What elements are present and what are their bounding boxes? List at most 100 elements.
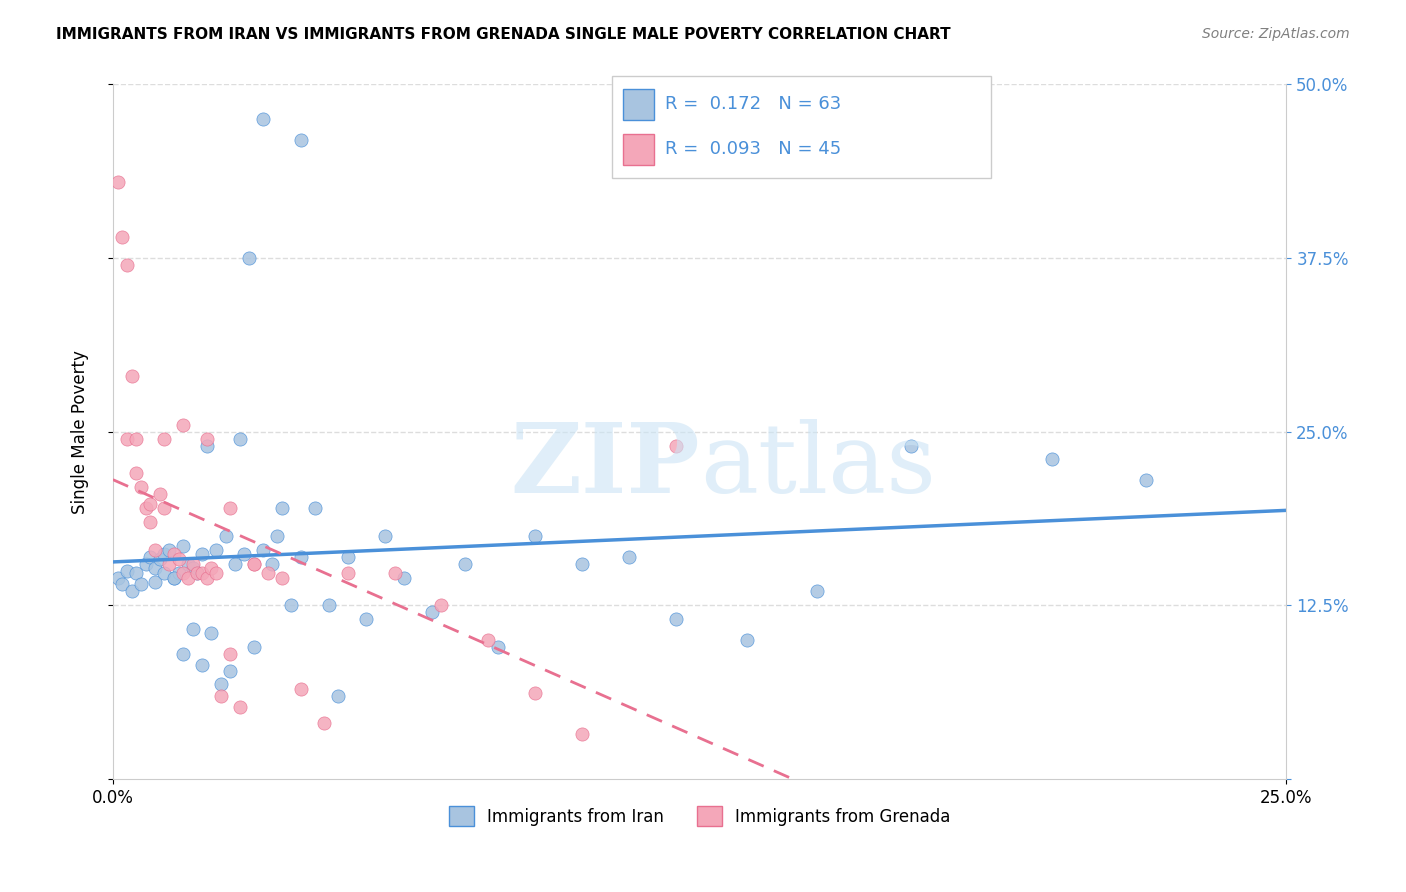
Point <box>290 681 312 696</box>
Point <box>181 557 204 571</box>
Point <box>181 561 204 575</box>
Point <box>314 716 336 731</box>
Point <box>209 689 232 703</box>
Point <box>157 557 180 571</box>
Point <box>121 369 143 384</box>
Point <box>167 552 190 566</box>
Point <box>477 633 499 648</box>
Point <box>149 487 172 501</box>
Text: Source: ZipAtlas.com: Source: ZipAtlas.com <box>1202 27 1350 41</box>
Point <box>121 584 143 599</box>
Point <box>262 557 284 571</box>
Point <box>195 439 218 453</box>
Point <box>571 727 593 741</box>
Point <box>177 557 200 571</box>
Point <box>356 612 378 626</box>
Point <box>135 557 157 571</box>
Point <box>270 501 292 516</box>
Point <box>242 557 264 571</box>
Point <box>806 584 828 599</box>
Point <box>125 432 148 446</box>
Point <box>420 605 443 619</box>
Point <box>304 501 326 516</box>
Point <box>115 432 138 446</box>
Point <box>336 549 359 564</box>
Point <box>252 112 274 127</box>
Point <box>252 542 274 557</box>
Point <box>392 570 415 584</box>
Point <box>111 577 134 591</box>
Point <box>153 501 176 516</box>
Text: R =  0.172   N = 63: R = 0.172 N = 63 <box>665 95 841 113</box>
Point <box>571 557 593 571</box>
Text: atlas: atlas <box>700 419 935 514</box>
Point <box>172 539 194 553</box>
Point <box>186 566 208 581</box>
Point <box>318 599 340 613</box>
Point <box>172 647 194 661</box>
Point <box>200 561 222 575</box>
Point <box>238 251 260 265</box>
Point <box>149 552 172 566</box>
Point <box>163 570 186 584</box>
Point <box>125 467 148 481</box>
Point <box>111 230 134 244</box>
Point <box>153 566 176 581</box>
Point <box>172 566 194 581</box>
Point <box>129 480 152 494</box>
Point <box>665 439 688 453</box>
Text: IMMIGRANTS FROM IRAN VS IMMIGRANTS FROM GRENADA SINGLE MALE POVERTY CORRELATION : IMMIGRANTS FROM IRAN VS IMMIGRANTS FROM … <box>56 27 950 42</box>
Point <box>219 501 242 516</box>
Point <box>374 529 396 543</box>
Point <box>115 564 138 578</box>
Point <box>270 570 292 584</box>
Point <box>143 561 166 575</box>
Point <box>205 542 228 557</box>
Point <box>153 547 176 561</box>
Point <box>125 566 148 581</box>
Point <box>219 664 242 678</box>
Point <box>157 542 180 557</box>
Point <box>139 497 162 511</box>
Point <box>900 439 922 453</box>
Point <box>200 626 222 640</box>
Point <box>1040 452 1063 467</box>
Text: R =  0.093   N = 45: R = 0.093 N = 45 <box>665 140 841 158</box>
Point <box>266 529 288 543</box>
Point <box>219 647 242 661</box>
Point <box>191 566 214 581</box>
Point <box>233 547 256 561</box>
Point <box>177 570 200 584</box>
Point <box>486 640 509 654</box>
Point <box>214 529 236 543</box>
Point <box>228 699 250 714</box>
Point <box>107 570 129 584</box>
Point <box>224 557 246 571</box>
Point <box>256 566 278 581</box>
Point <box>290 133 312 147</box>
Point <box>228 432 250 446</box>
Point <box>135 501 157 516</box>
Point <box>139 549 162 564</box>
Point <box>430 599 453 613</box>
Point <box>163 570 186 584</box>
Y-axis label: Single Male Poverty: Single Male Poverty <box>72 350 89 514</box>
Point <box>242 557 264 571</box>
Point <box>172 417 194 432</box>
Legend: Immigrants from Iran, Immigrants from Grenada: Immigrants from Iran, Immigrants from Gr… <box>441 799 957 833</box>
Point <box>195 432 218 446</box>
Point <box>619 549 641 564</box>
Point <box>242 640 264 654</box>
Point <box>665 612 688 626</box>
Point <box>280 599 302 613</box>
Point <box>143 574 166 589</box>
Point <box>163 547 186 561</box>
Point <box>167 566 190 581</box>
Point <box>524 529 547 543</box>
Point <box>195 570 218 584</box>
Point <box>181 622 204 636</box>
Point <box>1135 473 1157 487</box>
Point <box>139 515 162 529</box>
Point <box>328 689 350 703</box>
Point <box>107 175 129 189</box>
